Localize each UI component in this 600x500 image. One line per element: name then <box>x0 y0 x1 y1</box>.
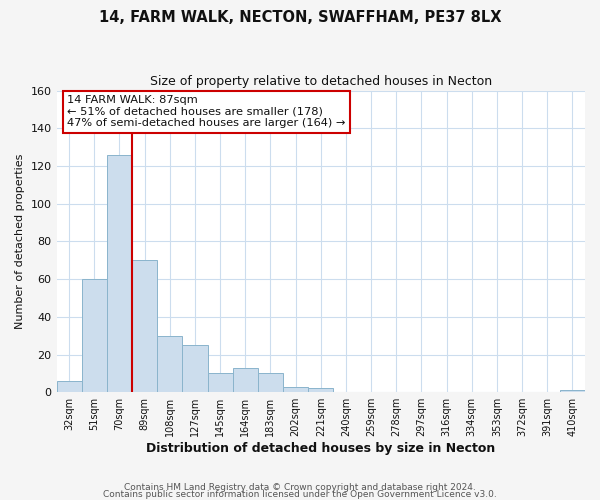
Text: 14 FARM WALK: 87sqm
← 51% of detached houses are smaller (178)
47% of semi-detac: 14 FARM WALK: 87sqm ← 51% of detached ho… <box>67 95 346 128</box>
Title: Size of property relative to detached houses in Necton: Size of property relative to detached ho… <box>150 75 492 88</box>
Bar <box>56 381 82 392</box>
Text: Contains HM Land Registry data © Crown copyright and database right 2024.: Contains HM Land Registry data © Crown c… <box>124 484 476 492</box>
Bar <box>283 386 308 392</box>
Bar <box>82 279 107 392</box>
Text: Contains public sector information licensed under the Open Government Licence v3: Contains public sector information licen… <box>103 490 497 499</box>
Bar <box>157 336 182 392</box>
Text: 14, FARM WALK, NECTON, SWAFFHAM, PE37 8LX: 14, FARM WALK, NECTON, SWAFFHAM, PE37 8L… <box>99 10 501 25</box>
Bar <box>208 374 233 392</box>
Bar <box>308 388 334 392</box>
Bar <box>258 374 283 392</box>
Bar <box>233 368 258 392</box>
Bar <box>107 154 132 392</box>
X-axis label: Distribution of detached houses by size in Necton: Distribution of detached houses by size … <box>146 442 496 455</box>
Y-axis label: Number of detached properties: Number of detached properties <box>15 154 25 329</box>
Bar <box>560 390 585 392</box>
Bar <box>132 260 157 392</box>
Bar <box>182 345 208 392</box>
